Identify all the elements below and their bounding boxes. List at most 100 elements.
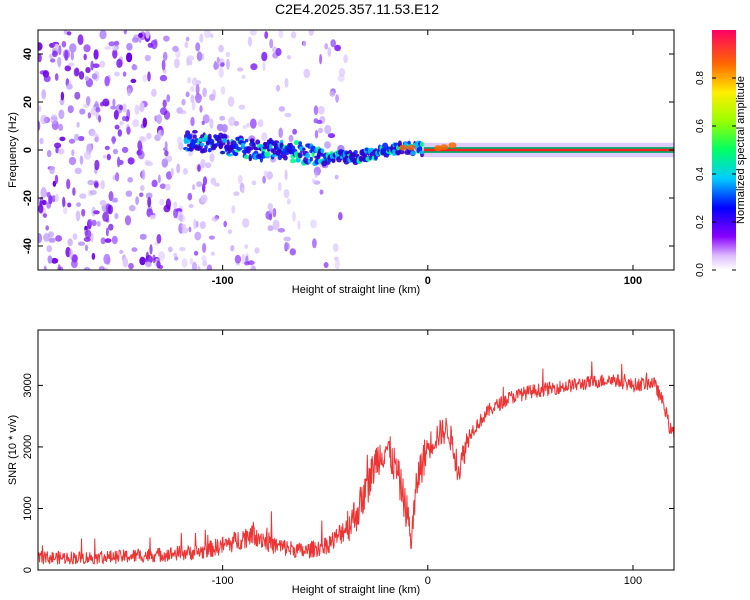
spectrogram-noise-blob: [128, 205, 136, 212]
spectrogram-noise-blob: [67, 238, 73, 247]
spectrogram-noise-blob: [199, 105, 203, 113]
spectrogram-noise-blob: [237, 67, 244, 72]
spectrogram-noise-blob: [233, 120, 239, 127]
spectrogram-noise-blob: [55, 235, 63, 242]
spectrogram-noise-blob: [138, 136, 145, 142]
spectrogram-noise-blob: [92, 63, 100, 68]
spectrogram-noise-blob: [54, 43, 59, 49]
spectrogram-noise-blob: [218, 67, 224, 78]
spectrogram-noise-blob: [197, 164, 201, 172]
spectrogram-noise-blob: [43, 265, 47, 270]
spectrogram-noise-blob: [324, 141, 331, 149]
spectrogram-ridge-blob: [399, 150, 405, 155]
spectrogram-noise-blob: [132, 119, 140, 128]
spectrogram-noise-blob: [313, 118, 319, 124]
spectrogram-noise-blob: [284, 112, 292, 118]
spectrogram-noise-blob: [278, 30, 284, 38]
spectrogram-noise-blob: [205, 162, 212, 169]
spectrogram-noise-blob: [192, 77, 198, 87]
spectrogram-noise-blob: [188, 204, 194, 208]
spectrogram-noise-blob: [210, 177, 217, 185]
spectrogram-noise-blob: [81, 208, 86, 217]
spectrogram-ridge-peak: [448, 142, 457, 149]
spectrogram-ridge-blob: [374, 148, 378, 152]
spectrogram-noise-blob: [76, 121, 80, 128]
spectrogram-noise-blob: [231, 205, 236, 214]
spectrogram-noise-blob: [319, 189, 324, 195]
spectrogram-ridge-blob: [232, 151, 239, 157]
spectrogram-noise-blob: [145, 192, 153, 199]
spectrogram-noise-blob: [267, 203, 273, 211]
spectrogram-ridge-blob: [273, 140, 280, 144]
spectrogram-noise-blob: [249, 264, 257, 270]
spectrogram-noise-blob: [108, 223, 114, 231]
spectrogram-noise-blob: [314, 171, 318, 178]
spectrogram-noise-blob: [157, 251, 166, 262]
spectrogram-noise-blob: [218, 44, 225, 53]
spectrogram-noise-blob: [58, 123, 64, 131]
spectrogram-noise-blob: [187, 77, 192, 84]
spectrogram-noise-blob: [69, 248, 73, 260]
spectrogram-noise-blob: [98, 115, 102, 123]
spectrogram-noise-blob: [133, 34, 140, 41]
spectrogram-noise-blob: [227, 96, 235, 107]
spectrogram-noise-blob: [290, 31, 297, 39]
spectrogram-noise-blob: [66, 31, 72, 36]
snr-x-tick-label: -100: [212, 575, 234, 587]
spectrogram-noise-blob: [122, 115, 126, 122]
spectrogram-noise-blob: [251, 180, 257, 186]
spectrogram-noise-blob: [138, 32, 143, 38]
spectrogram-noise-blob: [213, 62, 220, 70]
spectrogram-noise-blob: [275, 84, 281, 92]
spectrogram-noise-blob: [319, 54, 323, 65]
spectrogram-noise-blob: [119, 249, 124, 254]
spectrogram-noise-blob: [103, 253, 111, 265]
spectrogram-noise-blob: [161, 59, 166, 71]
spectrogram-noise-blob: [159, 183, 166, 189]
spectrogram-noise-blob: [83, 151, 92, 160]
spectrogram-noise-blob: [173, 58, 180, 69]
spectrogram-noise-blob: [39, 70, 47, 75]
spectrogram-noise-blob: [122, 257, 129, 268]
spectrogram-noise-blob: [242, 218, 250, 228]
spectrogram-ridge-peak: [399, 144, 408, 151]
spectrogram-noise-blob: [173, 201, 178, 210]
spectrogram-noise-blob: [191, 100, 196, 111]
spectrogram-noise-blob: [99, 60, 106, 68]
spectrogram-noise-blob: [202, 87, 207, 98]
spectrogram-noise-blob: [98, 265, 105, 270]
spectrogram-ridge-blob: [236, 147, 243, 151]
spectrogram-noise-blob: [244, 261, 250, 266]
spectrogram-noise-blob: [139, 256, 146, 266]
spectrogram-noise-blob: [238, 104, 246, 110]
snr-y-label: SNR (10 * v/v): [7, 415, 19, 485]
spectrogram-noise-blob: [334, 259, 340, 270]
spectrogram-noise-blob: [87, 112, 92, 119]
spectrogram-noise-blob: [46, 245, 53, 253]
snr-y-tick-label: 2000: [22, 435, 34, 459]
snr-y-ticks: 0 1000 2000 3000: [22, 373, 674, 573]
spectrogram-noise-blob: [124, 115, 130, 122]
spectrogram-ridge-blob: [419, 150, 426, 154]
spectrogram-noise-blob: [214, 182, 220, 187]
spectrogram-noise-blob: [142, 74, 148, 82]
colorbar-tick-label: 0.4: [695, 167, 706, 181]
spectrogram-noise-blob: [188, 150, 192, 157]
spectrogram-noise-blob: [151, 179, 158, 188]
spectrogram-noise-blob: [127, 177, 134, 183]
spectrogram-ridge-blob: [248, 156, 252, 162]
spectrogram-noise-blob: [284, 77, 289, 88]
spectrogram-ridge-blob: [208, 138, 215, 145]
spectrogram-ridge-blob: [281, 150, 286, 154]
spectrogram-noise-blob: [38, 105, 42, 112]
spectrogram-noise-blob: [324, 124, 332, 135]
spectrogram-noise-blob: [257, 119, 264, 128]
spectrogram-noise-blob: [310, 219, 317, 229]
spectrogram-noise-blob: [91, 73, 98, 80]
spectrogram-noise-blob: [71, 149, 75, 156]
spectrogram-noise-blob: [139, 102, 145, 113]
spectrogram-noise-blob: [149, 244, 153, 255]
spectrogram-noise-blob: [192, 184, 196, 191]
spectrogram-ridge-blob: [309, 156, 313, 162]
spectrogram-noise-blob: [192, 261, 197, 270]
